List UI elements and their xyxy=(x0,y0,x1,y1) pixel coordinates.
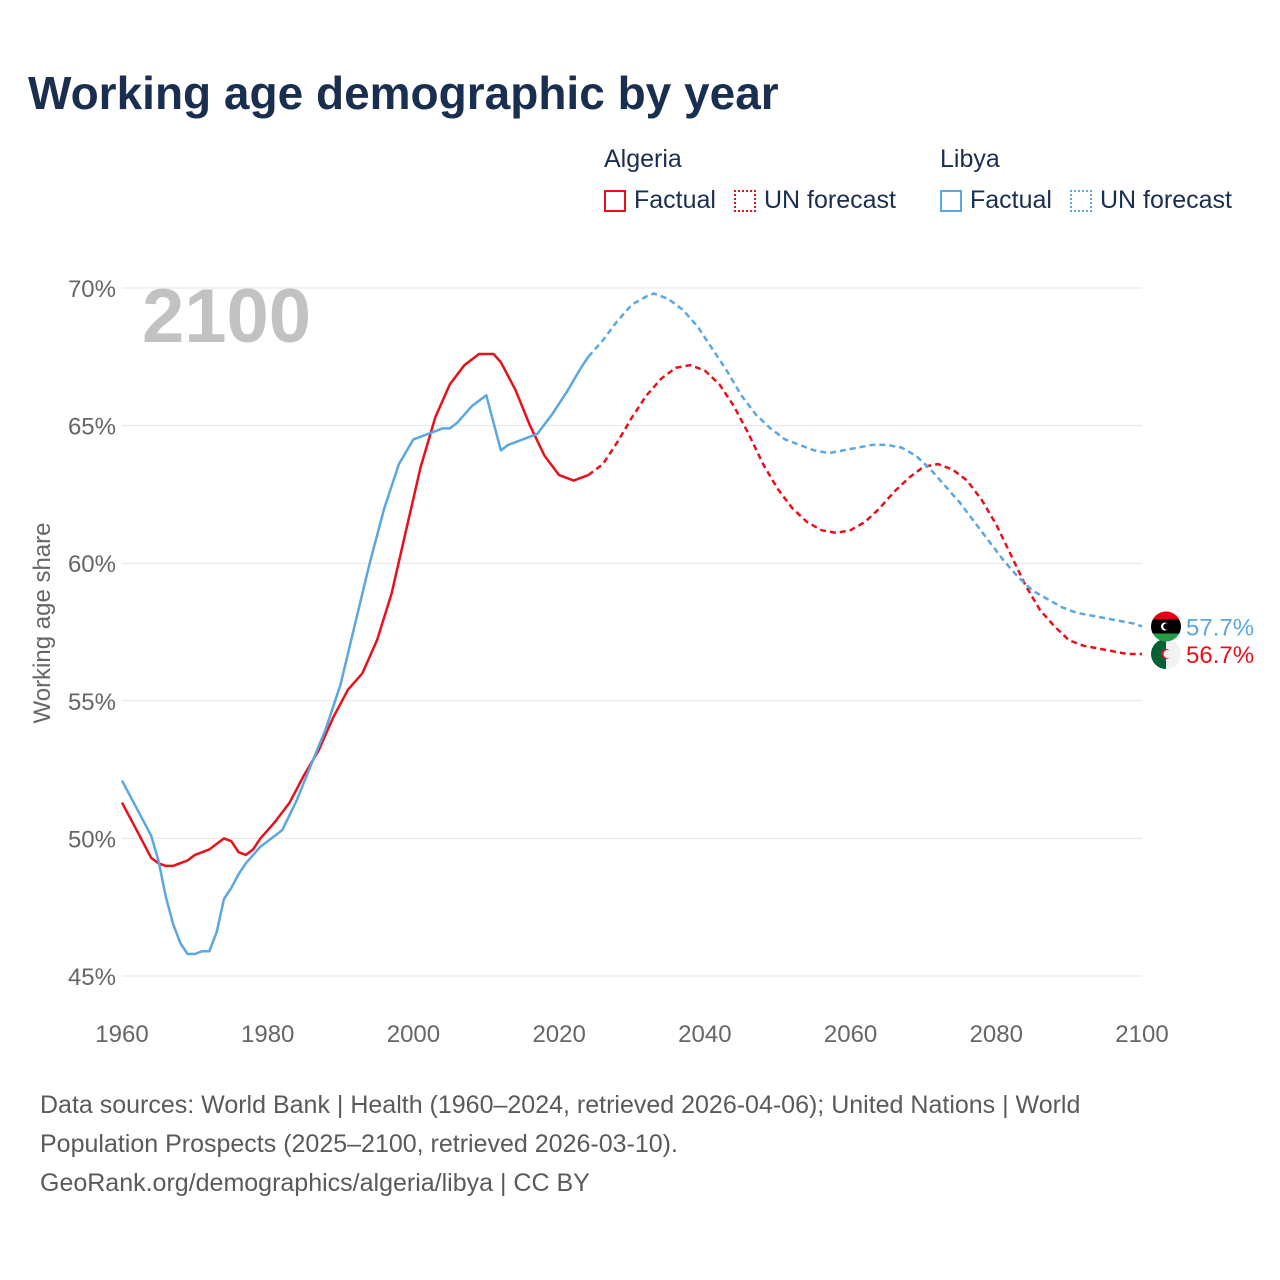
legend-algeria-factual[interactable]: Factual xyxy=(604,186,716,215)
legend-algeria-forecast-label: UN forecast xyxy=(763,186,896,214)
footer: Data sources: World Bank | Health (1960–… xyxy=(40,1086,1190,1203)
legend-libya-name: Libya xyxy=(940,145,1000,173)
legend-libya-forecast-swatch xyxy=(1069,189,1092,212)
legend-algeria-forecast-swatch xyxy=(733,189,756,212)
series-lines xyxy=(120,292,1143,956)
x-tick-label: 2020 xyxy=(532,1021,585,1048)
algeria-forecast-line xyxy=(587,363,1142,656)
year-watermark: 2100 xyxy=(142,274,311,359)
x-tick-label: 2000 xyxy=(387,1021,440,1048)
legend-libya-factual-label: Factual xyxy=(970,186,1052,214)
y-axis-label: Working age share xyxy=(29,523,56,724)
legend-algeria-factual-swatch xyxy=(604,189,626,212)
legend-libya: Libya Factual UN forecast xyxy=(940,145,1232,215)
end-labels: 56.7%57.7% xyxy=(1151,611,1254,670)
legend-libya-factual[interactable]: Factual xyxy=(940,186,1052,215)
x-tick-label: 2060 xyxy=(824,1021,877,1048)
y-axis-ticks: 45% 50% 55% 60% 65% 70% xyxy=(68,276,116,991)
y-tick-label: 60% xyxy=(68,551,116,578)
y-tick-label: 45% xyxy=(68,964,116,991)
y-tick-label: 55% xyxy=(68,689,116,716)
legend-libya-forecast[interactable]: UN forecast xyxy=(1069,186,1232,215)
chart-title: Working age demographic by year xyxy=(28,67,779,119)
algeria-flag-icon xyxy=(1151,639,1181,670)
libya-end-label: 57.7% xyxy=(1186,614,1254,641)
data-sources-text: Data sources: World Bank | Health (1960–… xyxy=(40,1091,1081,1158)
gridlines xyxy=(122,287,1142,977)
legend-algeria-factual-label: Factual xyxy=(634,186,716,214)
source-link[interactable]: GeoRank.org/demographics/algeria/libya |… xyxy=(40,1169,590,1197)
x-tick-label: 2040 xyxy=(678,1021,731,1048)
x-tick-label: 2100 xyxy=(1115,1021,1168,1048)
x-tick-label: 1960 xyxy=(95,1021,148,1048)
x-tick-label: 1980 xyxy=(241,1021,294,1048)
line-chart: 2100 45% 50% 55% 60% 65% 70% 1960 1980 2000 2020… xyxy=(29,274,1254,1048)
libya-factual-line xyxy=(120,356,590,956)
libya-flag-icon xyxy=(1151,611,1181,642)
x-tick-label: 2080 xyxy=(970,1021,1023,1048)
algeria-factual-line xyxy=(120,352,589,868)
legend-libya-forecast-label: UN forecast xyxy=(1099,186,1232,214)
legend-algeria-forecast[interactable]: UN forecast xyxy=(733,186,896,215)
y-tick-label: 65% xyxy=(68,414,116,441)
x-axis-ticks: 1960 1980 2000 2020 2040 2060 2080 2100 xyxy=(95,1021,1168,1048)
legend-algeria-name: Algeria xyxy=(604,145,682,173)
libya-forecast-line xyxy=(587,292,1143,628)
legend-algeria: Algeria Factual UN forecast xyxy=(604,145,914,215)
algeria-end-label: 56.7% xyxy=(1186,642,1254,669)
y-tick-label: 70% xyxy=(68,276,116,303)
legend-libya-factual-swatch xyxy=(940,189,962,212)
y-tick-label: 50% xyxy=(68,826,116,853)
